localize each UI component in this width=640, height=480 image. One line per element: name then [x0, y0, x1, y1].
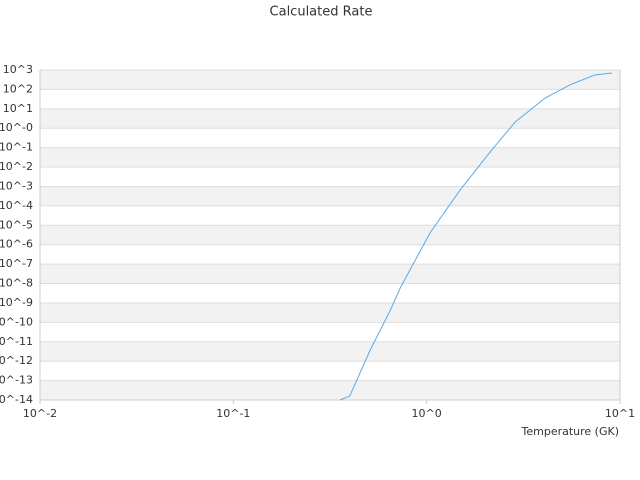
y-tick-label: 10^-14	[0, 393, 33, 406]
y-tick-label: 10^3	[3, 63, 33, 76]
x-tick-label: 10^0	[412, 407, 442, 420]
y-tick-label: 10^1	[3, 102, 33, 115]
data-line	[339, 72, 613, 401]
band	[40, 341, 620, 362]
x-tick-label: 10^-2	[23, 407, 57, 420]
y-tick-label: 10^-8	[0, 277, 33, 290]
y-tick-label: 10^-0	[0, 121, 33, 134]
y-tick-label: 10^-9	[0, 296, 33, 309]
y-tick-label: 10^-13	[0, 374, 33, 387]
chart-title: Calculated Rate	[270, 5, 373, 20]
y-tick-label: 10^-6	[0, 238, 33, 251]
y-tick-label: 10^-2	[0, 160, 33, 173]
band	[40, 186, 620, 206]
y-tick-label: 10^-5	[0, 218, 33, 231]
y-tick-label: 10^-3	[0, 179, 33, 192]
band	[40, 264, 620, 284]
y-tick-label: 10^-1	[0, 141, 33, 154]
band	[40, 302, 620, 323]
band	[40, 108, 620, 129]
y-tick-label: 10^-11	[0, 335, 33, 348]
x-axis-label: Temperature (GK)	[521, 425, 620, 438]
y-tick-label: 10^-4	[0, 199, 33, 212]
y-tick-label: 10^2	[3, 82, 33, 95]
band	[40, 380, 620, 400]
band	[40, 70, 620, 90]
x-tick-label: 10^-1	[216, 407, 250, 420]
band	[40, 225, 620, 245]
y-tick-label: 10^-12	[0, 354, 33, 367]
x-tick-label: 10^1	[605, 407, 635, 420]
y-tick-label: 10^-7	[0, 257, 33, 270]
y-tick-label: 10^-10	[0, 315, 33, 328]
band	[40, 147, 620, 168]
bands	[40, 70, 620, 400]
